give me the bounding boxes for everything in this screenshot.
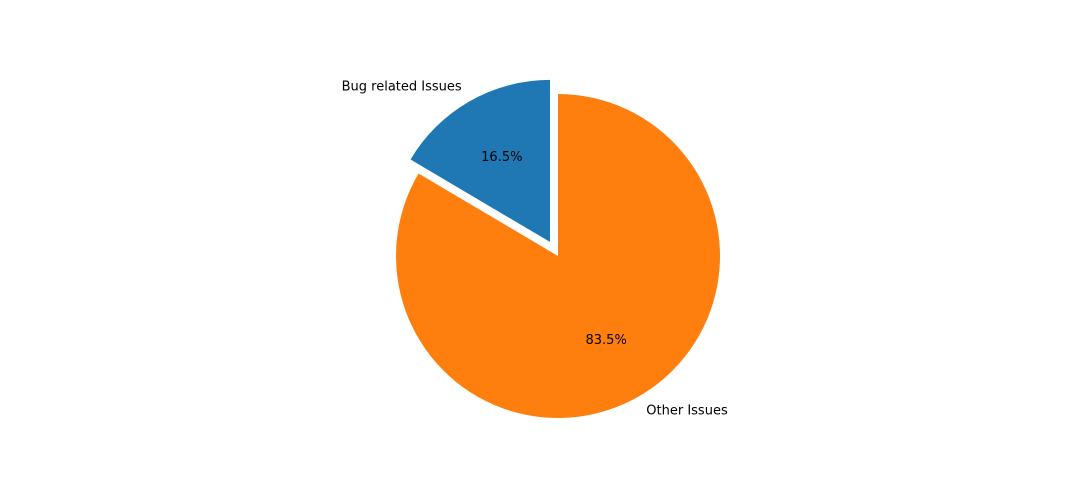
pie-slice-1 xyxy=(410,79,550,242)
pie-category-label-1: Bug related Issues xyxy=(342,80,462,95)
pie-percent-label-1: 16.5% xyxy=(481,150,522,165)
pie-category-label-2: Other Issues xyxy=(646,403,728,418)
pie-slice-2 xyxy=(395,94,720,419)
pie-percent-label-2: 83.5% xyxy=(586,333,627,348)
